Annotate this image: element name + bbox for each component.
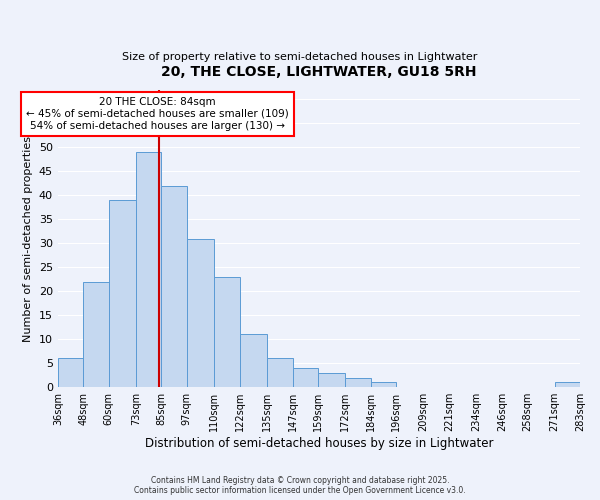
Bar xyxy=(346,378,371,387)
Bar xyxy=(318,373,346,387)
Bar xyxy=(371,382,396,387)
Text: 20 THE CLOSE: 84sqm
← 45% of semi-detached houses are smaller (109)
54% of semi-: 20 THE CLOSE: 84sqm ← 45% of semi-detach… xyxy=(26,98,289,130)
Bar xyxy=(187,238,214,387)
Bar xyxy=(58,358,83,387)
Bar xyxy=(83,282,109,387)
Bar xyxy=(267,358,293,387)
Bar xyxy=(109,200,136,387)
Bar xyxy=(214,277,239,387)
Y-axis label: Number of semi-detached properties: Number of semi-detached properties xyxy=(23,136,34,342)
Bar xyxy=(293,368,318,387)
Text: Contains HM Land Registry data © Crown copyright and database right 2025.
Contai: Contains HM Land Registry data © Crown c… xyxy=(134,476,466,495)
Bar xyxy=(554,382,580,387)
Bar xyxy=(239,334,267,387)
Text: Size of property relative to semi-detached houses in Lightwater: Size of property relative to semi-detach… xyxy=(122,52,478,62)
Bar xyxy=(136,152,161,387)
Title: 20, THE CLOSE, LIGHTWATER, GU18 5RH: 20, THE CLOSE, LIGHTWATER, GU18 5RH xyxy=(161,65,476,79)
Bar xyxy=(161,186,187,387)
X-axis label: Distribution of semi-detached houses by size in Lightwater: Distribution of semi-detached houses by … xyxy=(145,437,493,450)
